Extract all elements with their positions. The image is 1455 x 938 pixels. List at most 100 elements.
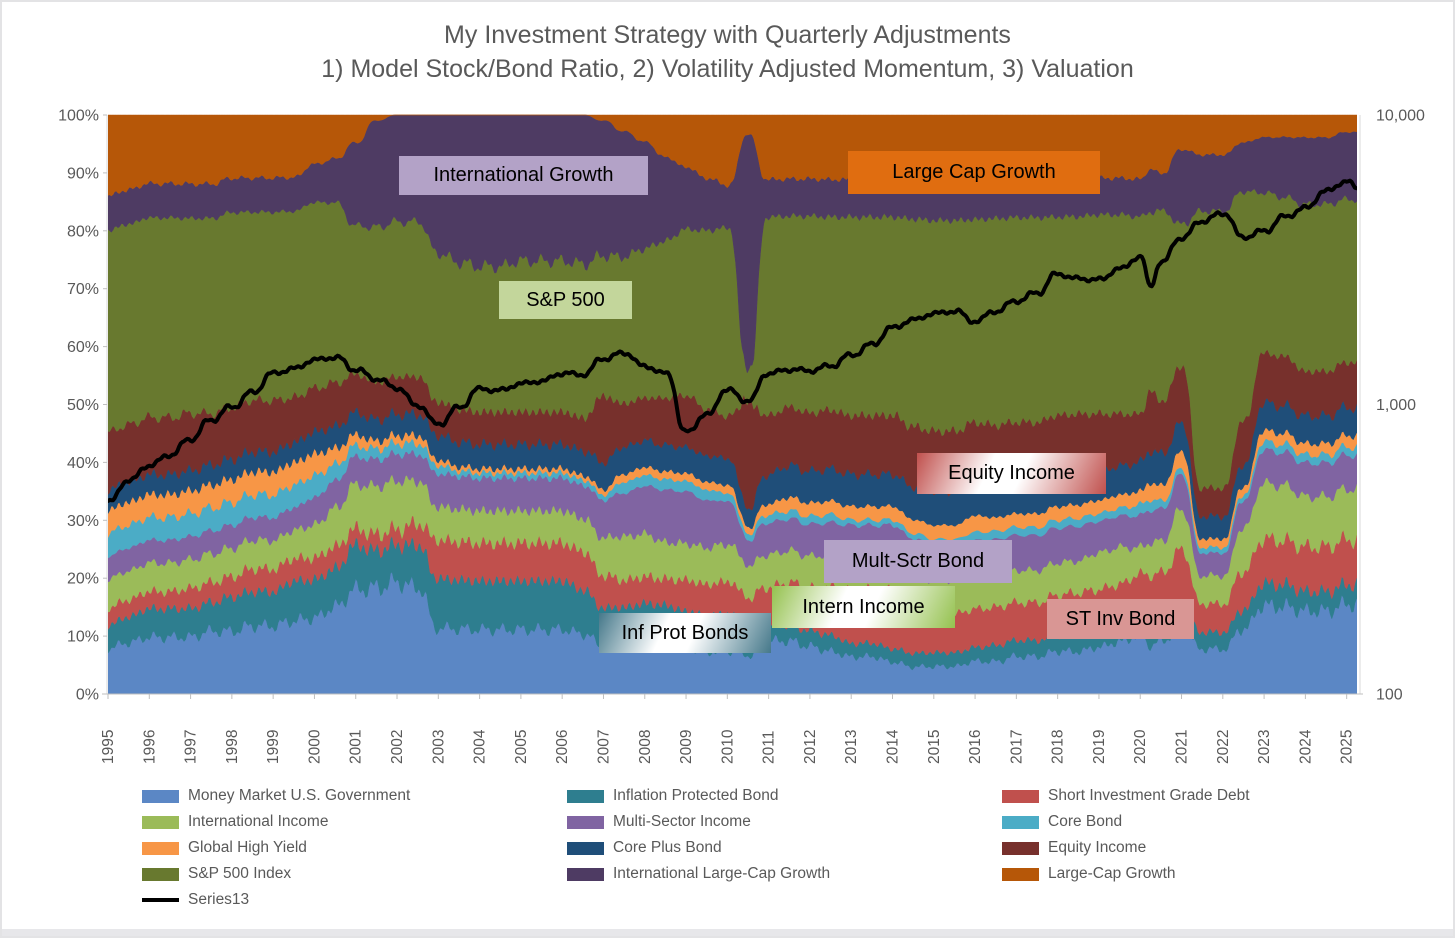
left-tick-label: 100%: [58, 108, 99, 125]
year-label: 2013: [843, 730, 860, 764]
left-tick-label: 50%: [67, 397, 99, 414]
left-tick-label: 80%: [67, 223, 99, 240]
chart-label-inf-prot-bonds: Inf Prot Bonds: [599, 613, 771, 653]
legend-column-2: Inflation Protected Bond Multi-Sector Inc…: [567, 783, 830, 887]
legend-color-swatch: [567, 841, 604, 855]
year-label: 2004: [472, 729, 489, 764]
legend-item-label: Equity Income: [1048, 839, 1147, 856]
legend-item-label: Inflation Protected Bond: [613, 787, 779, 804]
legend-item-core-bond: Core Bond: [1002, 809, 1250, 835]
year-label: 2005: [513, 730, 530, 764]
right-tick-label: 100: [1376, 687, 1403, 704]
left-tick-label: 10%: [67, 629, 99, 646]
legend-item-large-cap-growth: Large-Cap Growth: [1002, 861, 1250, 887]
year-label: 2011: [761, 731, 778, 764]
right-tick-label: 1,000: [1376, 397, 1416, 414]
legend-color-swatch: [1002, 789, 1039, 803]
chart-label-mult-sctr-bond: Mult-Sctr Bond: [824, 540, 1012, 583]
chart-label-international-growth: International Growth: [399, 156, 648, 195]
left-tick-label: 30%: [67, 513, 99, 530]
legend-item-global-high-yield: Global High Yield: [142, 835, 410, 861]
year-label: 2014: [884, 729, 901, 764]
legend-color-swatch: [142, 841, 179, 855]
year-label: 2012: [802, 730, 819, 764]
legend-item-s-p-500-index: S&P 500 Index: [142, 861, 410, 887]
year-label: 2010: [719, 729, 736, 764]
year-label: 2019: [1091, 730, 1108, 764]
legend-item-label: Core Bond: [1048, 813, 1123, 830]
year-label: 2002: [389, 730, 406, 764]
series13-line: [108, 178, 1357, 503]
year-label: 2020: [1132, 729, 1149, 764]
year-label: 1998: [224, 730, 241, 764]
left-tick-label: 40%: [67, 455, 99, 472]
legend-item-multi-sector-income: Multi-Sector Income: [567, 809, 830, 835]
year-label: 2008: [637, 730, 654, 764]
legend-column-3: Short Investment Grade Debt Core Bond Equi…: [1002, 783, 1250, 887]
left-tick-label: 60%: [67, 339, 99, 356]
year-label: 2018: [1050, 730, 1067, 764]
legend-color-swatch: [567, 789, 604, 803]
legend-color-swatch: [1002, 867, 1039, 881]
legend-item-label: Series13: [188, 891, 250, 908]
legend-item-core-plus-bond: Core Plus Bond: [567, 835, 830, 861]
year-label: 1996: [141, 730, 158, 764]
legend-column-1: Money Market U.S. Government Internationa…: [142, 783, 410, 913]
year-label: 1999: [265, 730, 282, 764]
year-label: 2025: [1339, 730, 1356, 764]
year-label: 2017: [1008, 730, 1025, 764]
legend-item-label: S&P 500 Index: [188, 865, 292, 882]
year-label: 2003: [430, 730, 447, 764]
legend-item-label: Money Market U.S. Government: [188, 787, 411, 804]
year-label: 1997: [183, 730, 200, 764]
legend-color-swatch: [142, 815, 179, 829]
legend-item-equity-income: Equity Income: [1002, 835, 1250, 861]
year-label: 2001: [348, 730, 365, 764]
legend-color-swatch: [1002, 815, 1039, 829]
left-tick-label: 20%: [67, 571, 99, 588]
legend-item-label: International Income: [188, 813, 329, 830]
legend-item-international-income: International Income: [142, 809, 410, 835]
legend-item-label: International Large-Cap Growth: [613, 865, 831, 882]
legend-item-label: Global High Yield: [188, 839, 307, 856]
legend-color-swatch: [567, 867, 604, 881]
legend-item-label: Core Plus Bond: [613, 839, 722, 856]
year-label: 2000: [306, 729, 323, 764]
year-label: 2006: [554, 730, 571, 764]
legend-color-swatch: [1002, 841, 1039, 855]
legend-item-label: Multi-Sector Income: [613, 813, 751, 830]
chart-title-line2: 1) Model Stock/Bond Ratio, 2) Volatility…: [321, 55, 1134, 83]
chart-label-equity-income: Equity Income: [917, 453, 1106, 494]
year-label: 2023: [1256, 730, 1273, 764]
chart-label-large-cap-growth: Large Cap Growth: [848, 151, 1100, 194]
chart-label-st-inv-bond: ST Inv Bond: [1047, 599, 1194, 639]
axes: 100% 90% 80% 70% 60% 50% 40% 30% 20% 10% 0% 10,000 1…: [58, 108, 1425, 765]
legend-color-swatch: [142, 867, 179, 881]
legend-item-series13: Series13: [142, 887, 410, 913]
year-label: 2016: [967, 730, 984, 764]
legend-color-swatch: [142, 789, 179, 803]
legend-item-short-investment-grade-debt: Short Investment Grade Debt: [1002, 783, 1250, 809]
legend-color-swatch: [567, 815, 604, 829]
chart-title-line1: My Investment Strategy with Quarterly Ad…: [444, 21, 1011, 49]
year-label: 2021: [1174, 730, 1191, 764]
legend-item-money-market-u-s-government: Money Market U.S. Government: [142, 783, 410, 809]
year-label: 1995: [100, 730, 117, 764]
chart-label-intern-income: Intern Income: [772, 586, 955, 628]
legend-item-inflation-protected-bond: Inflation Protected Bond: [567, 783, 830, 809]
legend-line-swatch: [142, 898, 179, 902]
year-label: 2009: [678, 730, 695, 764]
year-label: 2007: [595, 730, 612, 764]
legend-item-international-large-cap-growth: International Large-Cap Growth: [567, 861, 830, 887]
year-label: 2015: [926, 730, 943, 764]
left-tick-label: 90%: [67, 165, 99, 182]
chart-label-s-p-500: S&P 500: [499, 281, 632, 319]
year-label: 2022: [1215, 730, 1232, 764]
left-tick-label: 0%: [76, 687, 99, 704]
year-label: 2024: [1297, 729, 1314, 764]
right-tick-label: 10,000: [1376, 108, 1425, 125]
legend-item-label: Large-Cap Growth: [1048, 865, 1176, 882]
legend-item-label: Short Investment Grade Debt: [1048, 787, 1250, 804]
chart-title: My Investment Strategy with Quarterly Ad…: [2, 18, 1453, 86]
